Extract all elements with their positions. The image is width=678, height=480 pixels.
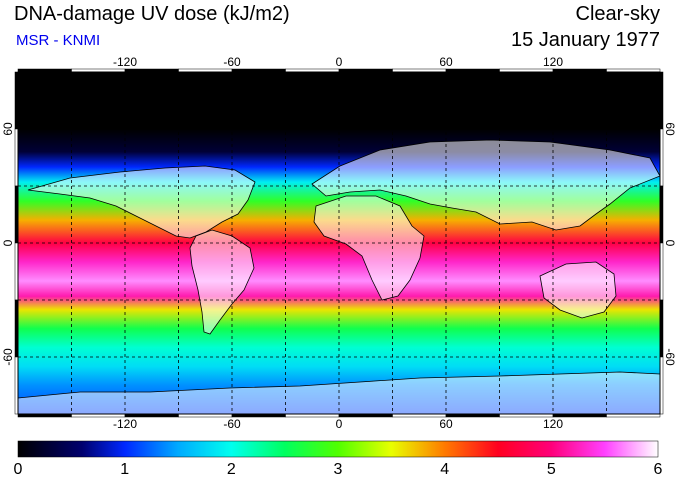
longitude-tick-label: 0 — [336, 417, 343, 431]
latitude-tick-label: 0 — [1, 239, 15, 246]
map-title: DNA-damage UV dose (kJ/m2) — [14, 3, 290, 25]
colorbar-labels: 0 1 2 3 4 5 6 — [14, 461, 663, 478]
sky-condition-label: Clear-sky — [575, 3, 660, 25]
colorbar-tick-label: 5 — [547, 461, 556, 478]
africa-outline — [313, 195, 425, 301]
colorbar-tick-label: 4 — [440, 461, 449, 478]
latitude-tick-label: 60 — [663, 122, 677, 136]
colorbar-tick-label: 2 — [227, 461, 236, 478]
south-america-outline — [189, 229, 255, 335]
latitude-tick-label: -60 — [663, 348, 677, 366]
eurasia-outline — [311, 139, 660, 231]
longitude-tick-label: -120 — [113, 55, 137, 69]
longitude-tick-label: -60 — [223, 55, 241, 69]
australia-outline — [539, 261, 617, 319]
graticule — [18, 72, 660, 414]
longitude-tick-label: 120 — [543, 55, 563, 69]
longitude-tick-label: 120 — [543, 417, 563, 431]
colorbar-tick-label: 1 — [120, 461, 129, 478]
colorbar: 0 1 2 3 4 5 6 — [14, 440, 663, 478]
map-frame — [17, 71, 661, 415]
axis-tick-labels: -120 -120 -60 -60 0 0 60 60 120 120 60 60 0 0 -60 -60 — [1, 55, 677, 431]
latitude-tick-label: 0 — [663, 240, 677, 247]
longitude-tick-label: -60 — [223, 417, 241, 431]
colorbar-tick-label: 0 — [14, 461, 23, 478]
longitude-tick-label: 0 — [336, 55, 343, 69]
longitude-tick-label: 60 — [439, 417, 453, 431]
latitude-tick-label: 60 — [1, 122, 15, 136]
north-america-outline — [27, 165, 256, 239]
colorbar-tick-label: 3 — [334, 461, 343, 478]
date-label: 15 January 1977 — [510, 29, 660, 51]
longitude-tick-label: -120 — [113, 417, 137, 431]
colorbar-gradient — [17, 440, 659, 458]
source-label: MSR - KNMI — [16, 32, 101, 49]
longitude-tick-label: 60 — [439, 55, 453, 69]
colorbar-tick-label: 6 — [654, 461, 663, 478]
latitude-tick-label: -60 — [1, 348, 15, 366]
